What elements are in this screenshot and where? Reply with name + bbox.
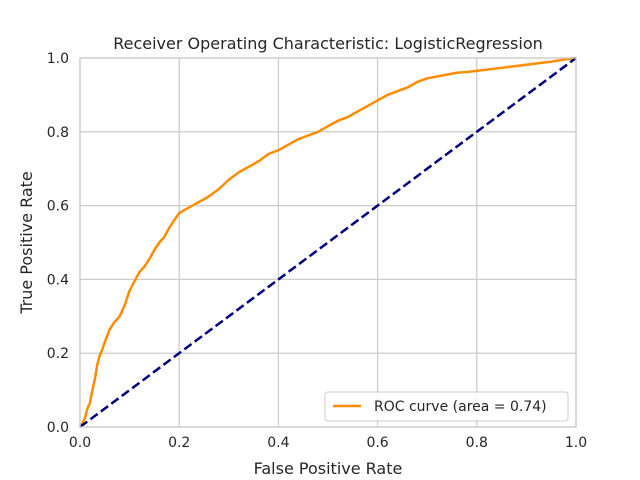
y-tick-label: 0.4 xyxy=(47,272,69,288)
series-layer xyxy=(78,56,577,429)
grid xyxy=(79,57,577,428)
plot-frame xyxy=(79,57,577,428)
y-tick-label: 0.0 xyxy=(47,420,69,436)
legend-box xyxy=(324,391,569,422)
y-axis-label: True Positive Rate xyxy=(17,171,36,315)
legend-label: ROC curve (area = 0.74) xyxy=(374,399,547,415)
y-tick-label: 0.6 xyxy=(47,199,69,215)
legend: ROC curve (area = 0.74) xyxy=(324,391,569,422)
x-tick-label: 0.8 xyxy=(466,435,488,451)
x-axis-label: False Positive Rate xyxy=(254,459,403,478)
y-tick-label: 0.2 xyxy=(47,346,69,362)
chart-title: Receiver Operating Characteristic: Logis… xyxy=(113,34,543,53)
x-tick-label: 0.2 xyxy=(168,435,190,451)
x-tick-label: 0.0 xyxy=(69,435,91,451)
y-tick-label: 0.8 xyxy=(47,125,69,141)
x-tick-label: 0.4 xyxy=(267,435,289,451)
x-tick-label: 0.6 xyxy=(366,435,388,451)
tick-labels: 0.0 0.2 0.4 0.6 0.8 1.0 0.0 0.2 0.4 0.6 0.8 1.0 xyxy=(47,51,587,451)
x-tick-label: 1.0 xyxy=(565,435,587,451)
y-tick-label: 1.0 xyxy=(47,51,69,67)
chance-diagonal-line xyxy=(79,56,577,429)
roc-curve-line xyxy=(78,56,577,428)
